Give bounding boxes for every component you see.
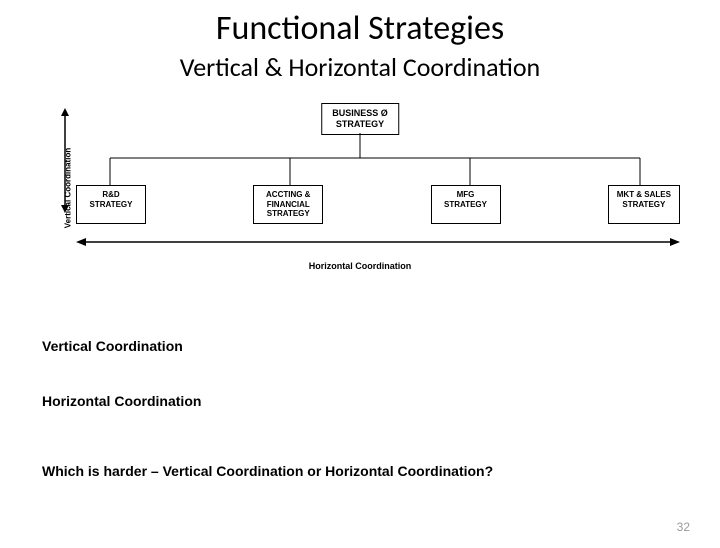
child-node-rd: R&D STRATEGY bbox=[76, 185, 146, 224]
horizontal-axis-label: Horizontal Coordination bbox=[40, 261, 680, 271]
horizontal-axis-arrow-icon bbox=[76, 235, 680, 249]
page-subtitle: Vertical & Horizontal Coordination bbox=[0, 51, 720, 83]
child-node-mkt: MKT & SALES STRATEGY bbox=[608, 185, 680, 224]
child-node-mfg: MFG STRATEGY bbox=[431, 185, 501, 224]
vertical-coordination-heading: Vertical Coordination bbox=[42, 338, 183, 354]
page-title: Functional Strategies bbox=[0, 8, 720, 49]
coordination-diagram: Vertical Coordination BUSINESS Ø STRATEG… bbox=[40, 103, 680, 273]
child-node-accting: ACCTING & FINANCIAL STRATEGY bbox=[253, 185, 323, 224]
slide-number: 32 bbox=[677, 520, 690, 534]
top-node-business-strategy: BUSINESS Ø STRATEGY bbox=[321, 103, 399, 135]
horizontal-coordination-heading: Horizontal Coordination bbox=[42, 393, 201, 409]
vertical-axis-arrow-icon bbox=[58, 108, 72, 213]
question-text: Which is harder – Vertical Coordination … bbox=[42, 463, 493, 479]
child-node-row: R&D STRATEGY ACCTING & FINANCIAL STRATEG… bbox=[76, 185, 680, 224]
